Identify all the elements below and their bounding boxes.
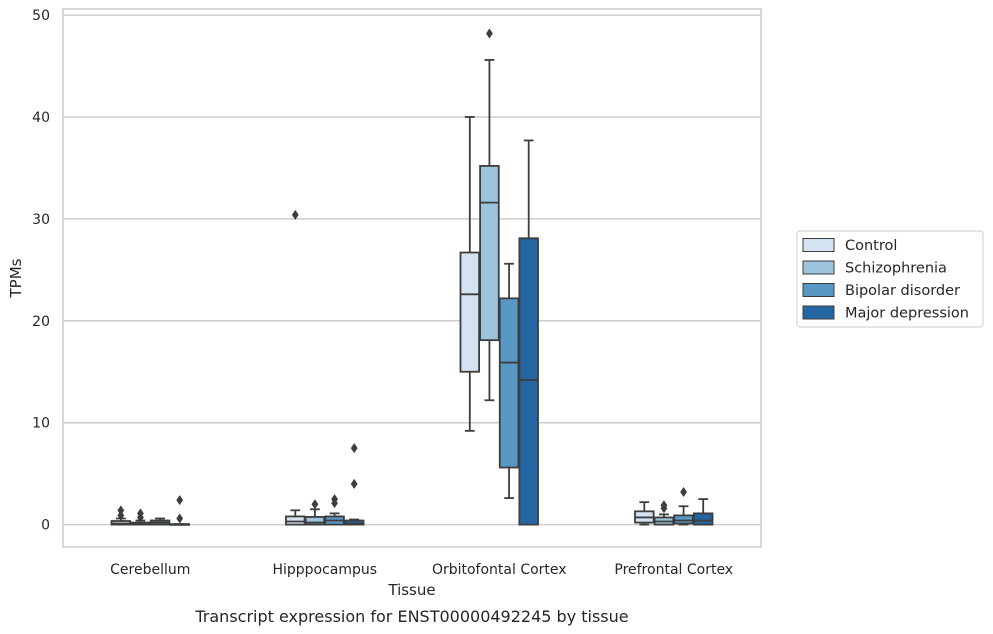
plot-area-frame [62, 8, 762, 548]
box [498, 262, 520, 499]
outlier-point [331, 494, 338, 505]
y-tick-label: 50 [32, 8, 50, 24]
box [673, 486, 694, 526]
outlier-point [176, 513, 184, 524]
box-body [518, 237, 539, 526]
box [459, 116, 481, 432]
legend-item: Control [802, 238, 897, 254]
box [130, 508, 151, 526]
y-tick-label: 40 [32, 110, 50, 126]
y-tick-label: 0 [41, 518, 50, 534]
box [653, 500, 675, 526]
legend-label: Schizophrenia [845, 261, 947, 277]
x-tick-label: Hipppocampus [272, 562, 377, 578]
legend-item: Major depression [802, 305, 969, 322]
y-tick-label: 30 [32, 212, 50, 228]
box-series [110, 28, 714, 526]
x-tick-label: Prefrontal Cortex [614, 562, 733, 578]
legend-label: Major depression [845, 306, 969, 322]
legend-swatch [802, 283, 835, 297]
box [518, 139, 539, 526]
box-body [479, 165, 500, 342]
legend: Control Schizophrenia Bipolar disorder Majo… [796, 230, 984, 328]
box-body [459, 251, 481, 373]
box-body [498, 297, 520, 469]
outlier-point [291, 209, 299, 220]
box [692, 498, 714, 526]
outlier-point [311, 499, 319, 510]
series-major-depression [169, 139, 714, 526]
outlier-point [486, 28, 493, 39]
legend-frame [796, 230, 984, 328]
outlier-point [176, 495, 184, 506]
y-tick-label: 10 [32, 416, 50, 432]
x-axis-label: Tissue [387, 581, 435, 599]
box [343, 443, 365, 526]
legend-swatch [802, 238, 835, 252]
y-tick-label: 20 [32, 314, 50, 330]
x-tick-labels: Cerebellum Hipppocampus Orbitofontal Corte… [110, 562, 733, 578]
legend-item: Bipolar disorder [802, 283, 960, 299]
box-body [285, 515, 306, 526]
legend-item: Schizophrenia [802, 260, 947, 277]
box-body [304, 516, 326, 526]
outlier-point [350, 443, 358, 454]
legend-label: Bipolar disorder [845, 283, 960, 299]
figure-caption: Transcript expression for ENST0000049224… [194, 607, 628, 626]
x-tick-label: Orbitofontal Cortex [432, 562, 567, 578]
outlier-point [350, 478, 358, 489]
outlier-point [660, 500, 668, 511]
box-body [343, 519, 365, 526]
legend-swatch [802, 260, 835, 275]
outlier-point [680, 486, 687, 497]
y-axis-label: TPMs [7, 258, 25, 298]
box [169, 495, 190, 526]
outlier-point [117, 510, 125, 521]
box [285, 209, 306, 526]
box [634, 501, 655, 526]
outlier-point [137, 508, 144, 519]
series-schizophrenia [130, 28, 675, 526]
grid-lines [63, 14, 761, 526]
box [149, 517, 171, 526]
box [479, 28, 500, 402]
x-tick-label: Cerebellum [110, 562, 190, 578]
box [110, 505, 132, 526]
legend-swatch [802, 305, 835, 320]
legend-label: Control [845, 238, 897, 254]
series-control [110, 116, 655, 526]
box [324, 494, 345, 526]
box-body [692, 512, 714, 526]
outlier-point [117, 505, 125, 516]
y-tick-labels: 0 10 20 30 40 50 [32, 8, 50, 533]
series-bipolar-disorder [149, 262, 694, 526]
box [304, 499, 326, 526]
box-body [673, 514, 694, 525]
